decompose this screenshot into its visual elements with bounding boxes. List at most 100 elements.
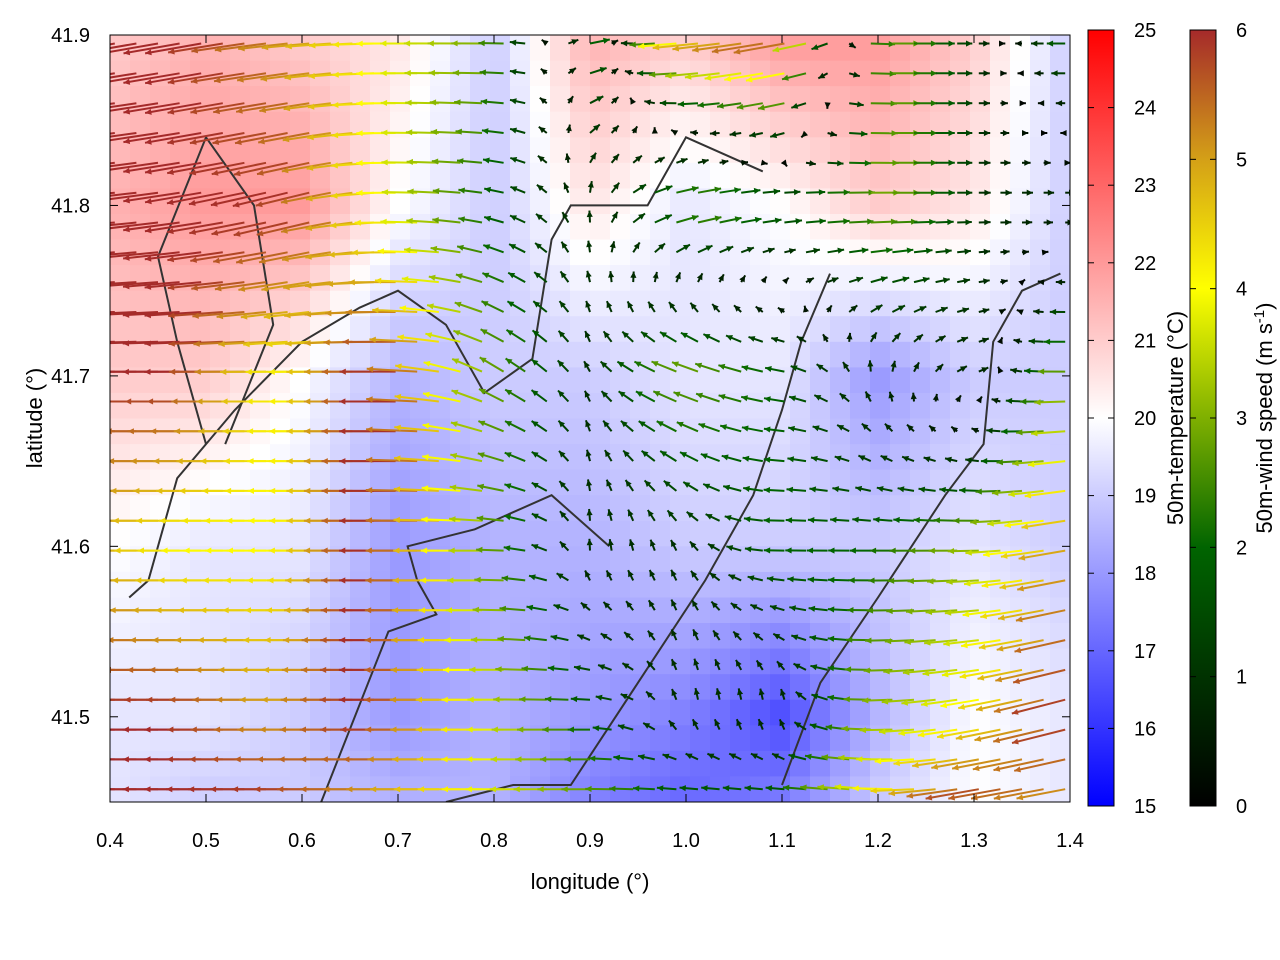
temperature-cell [990, 725, 1011, 752]
temperature-cell [970, 674, 991, 701]
wind-arrow-head [417, 786, 425, 793]
wind-arrow-head [736, 719, 742, 727]
temperature-cell [590, 239, 611, 266]
wind-arrow-head [59, 697, 65, 703]
wind-arrow-head [996, 459, 1003, 466]
wind-arrow-shaft [394, 395, 439, 403]
wind-arrow-head [559, 450, 566, 458]
temperature-cell [370, 86, 391, 113]
temperature-cell [910, 623, 931, 650]
temperature-cell [470, 392, 491, 420]
wind-arrow-head [238, 45, 245, 52]
temperature-cell [610, 520, 631, 547]
wind-arrow-head [320, 607, 327, 614]
temperature-cell [930, 495, 951, 522]
temperature-cell [250, 674, 271, 701]
temperature-cell [930, 188, 951, 215]
temperature-cell [670, 60, 691, 87]
temperature-cell [350, 214, 371, 241]
wind-arrow-head [457, 244, 464, 251]
wind-arrow-head [932, 393, 939, 401]
temperature-cell [490, 137, 511, 164]
temperature-cell [410, 495, 431, 522]
temperature-cell [750, 597, 771, 624]
temperature-cell [770, 444, 791, 471]
temperature-cell [850, 111, 871, 138]
wind-arrow-head [59, 398, 65, 404]
wind-arrow-head [63, 458, 69, 464]
wind-arrow-head [267, 577, 274, 584]
wind-arrow-head [691, 570, 698, 578]
wind-arrow-head [232, 201, 240, 208]
temperature-cell [730, 674, 751, 701]
wind-arrow-head [430, 245, 438, 252]
temperature-cell [630, 265, 651, 292]
temperature-cell [990, 444, 1011, 471]
wind-arrow-head [123, 78, 131, 85]
temperature-cell [790, 418, 811, 445]
wind-arrow-head [912, 762, 919, 769]
wind-arrow-shaft [110, 221, 159, 230]
temperature-cell [410, 341, 431, 368]
wind-arrow-head [965, 457, 972, 464]
temperature-cell [610, 699, 631, 726]
wind-arrow-head [1024, 159, 1031, 166]
wind-arrow-head [613, 754, 621, 761]
temperature-cell [910, 571, 931, 599]
wind-arrow-head [1019, 100, 1026, 107]
temperature-cell [670, 316, 691, 343]
temperature-cell [570, 571, 591, 599]
wind-arrow-head [110, 428, 112, 435]
wind-arrow-shaft [366, 367, 418, 373]
wind-arrow-head [79, 756, 85, 762]
wind-arrow-shaft [191, 281, 245, 290]
wind-arrow-head [243, 341, 250, 348]
wind-arrow-head [394, 455, 401, 462]
temperature-cell [770, 571, 791, 599]
temperature-cell [850, 469, 871, 496]
temperature-cell [310, 35, 331, 62]
wind-arrow-head [793, 189, 801, 196]
wind-arrow-head [662, 753, 670, 760]
wind-arrow-head [135, 517, 143, 524]
wind-arrow-head [870, 787, 877, 794]
temperature-cell [250, 571, 271, 599]
temperature-cell [270, 341, 291, 368]
wind-arrow-head [890, 360, 897, 368]
temperature-cell [350, 725, 371, 752]
wind-arrow-head [770, 132, 778, 139]
wind-arrow-head [167, 169, 174, 175]
wind-arrow-head [577, 634, 585, 641]
wind-arrow-head [421, 485, 429, 492]
wind-arrow-head [299, 726, 306, 733]
wind-arrow-head [259, 107, 267, 113]
wind-arrow-shaft [306, 161, 353, 170]
temperature-cell [630, 648, 651, 675]
wind-arrow-head [844, 666, 852, 673]
temperature-cell [690, 776, 711, 802]
wind-arrow-head [1008, 491, 1015, 498]
wind-arrow-head [101, 254, 108, 260]
wind-arrow-head [1037, 100, 1045, 107]
wind-arrow-head [278, 756, 285, 763]
temperature-cell [890, 214, 911, 241]
wind-arrow-head [791, 103, 799, 109]
wind-arrow-head [167, 284, 175, 291]
temperature-cell [890, 623, 911, 650]
temperature-cell [750, 495, 771, 522]
temperature-cell [350, 341, 371, 368]
temperature-cell [430, 86, 451, 113]
temperature-cell [890, 86, 911, 113]
wind-arrow-shaft [948, 788, 1001, 800]
wind-arrow-head [998, 614, 1005, 621]
wind-arrow-head [364, 637, 371, 644]
wind-arrow-head [991, 489, 999, 496]
temperature-cell [950, 188, 971, 215]
temperature-cell [230, 495, 251, 522]
colorbar-tick-label: 20 [1134, 408, 1156, 430]
temperature-cell [510, 86, 531, 113]
wind-arrow-head [758, 104, 765, 111]
temperature-cell [930, 418, 951, 445]
temperature-cell [890, 162, 911, 189]
wind-arrow-head [470, 636, 478, 643]
